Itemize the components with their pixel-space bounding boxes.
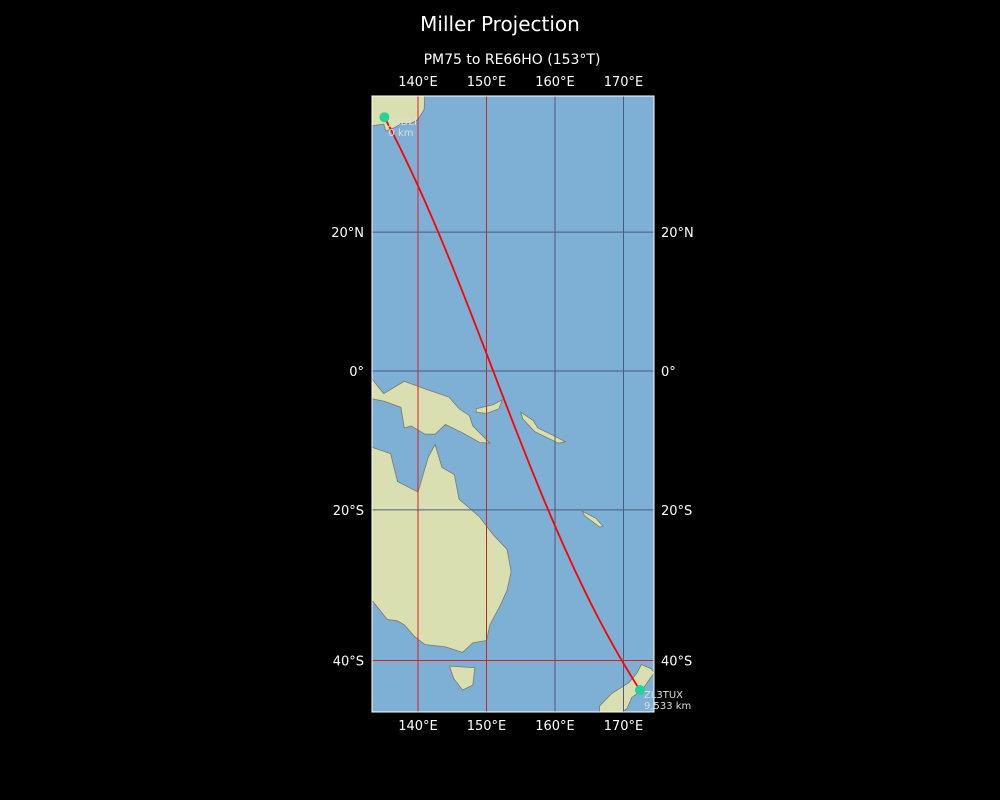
land-australia — [372, 443, 512, 653]
start-callsign-label: JI3DLI — [387, 117, 416, 128]
right-lat-label--20: 20°S — [661, 504, 692, 519]
land-new-britain — [475, 398, 504, 414]
land-tasmania — [448, 665, 476, 691]
left-lat-label-20: 20°N — [331, 226, 364, 241]
bottom-lon-label-150: 150°E — [467, 719, 507, 734]
end-distance-label: 9,533 km — [644, 701, 691, 712]
top-lon-label-140: 140°E — [398, 75, 438, 90]
land-japan — [372, 96, 426, 132]
land-new-caledonia — [581, 510, 604, 528]
left-lat-label--40: 40°S — [333, 654, 364, 669]
start-distance-label: 0 km — [388, 128, 413, 139]
end-marker — [634, 685, 645, 696]
left-lat-label-0: 0° — [349, 365, 364, 380]
start-marker — [379, 112, 390, 123]
map-subtitle: PM75 to RE66HO (153°T) — [423, 52, 601, 68]
bottom-lon-label-160: 160°E — [535, 719, 575, 734]
right-lat-label--40: 40°S — [661, 654, 692, 669]
end-callsign-label: ZL3TUX — [644, 690, 683, 701]
top-lon-label-170: 170°E — [604, 75, 644, 90]
land-solomons — [520, 411, 567, 444]
land-new-guinea — [372, 378, 491, 444]
great-circle-path — [383, 116, 641, 691]
bottom-lon-label-140: 140°E — [398, 719, 438, 734]
right-lat-label-20: 20°N — [661, 226, 694, 241]
right-lat-label-0: 0° — [661, 365, 676, 380]
bottom-lon-label-170: 170°E — [604, 719, 644, 734]
land-new-zealand-north — [653, 644, 654, 672]
top-lon-label-150: 150°E — [467, 75, 507, 90]
left-lat-label--20: 20°S — [333, 504, 364, 519]
map-frame — [371, 95, 655, 713]
top-lon-label-160: 160°E — [535, 75, 575, 90]
figure-title: Miller Projection — [420, 12, 580, 36]
